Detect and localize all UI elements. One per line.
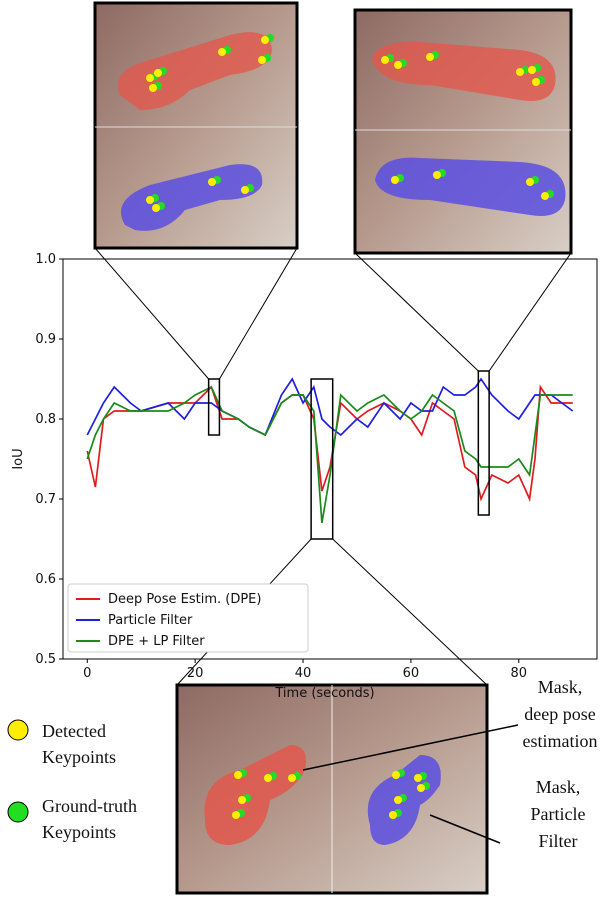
zoom-connector [219,248,297,379]
keypoint-detected [426,53,434,61]
keypoint-detected [414,774,422,782]
x-tick-label: 80 [511,666,528,681]
keypoint-detected [391,176,399,184]
keypoint-detected [154,69,162,77]
keypoint-detected [532,78,540,86]
keypoint-detected [394,61,402,69]
keypoint-detected [392,771,400,779]
keypoint-detected [146,196,154,204]
label-detected: Keypoints [42,747,116,767]
keypoint-detected [258,56,266,64]
keypoint-detected [149,84,157,92]
keypoint-detected [381,56,389,64]
y-tick-label: 0.8 [35,412,56,427]
keypoint-detected [417,784,425,792]
legend-label: Particle Filter [108,613,193,628]
legend-dot-detected [8,720,28,740]
zoom-connector [489,253,571,371]
keypoint-detected [541,192,549,200]
keypoint-detected [152,204,160,212]
zoom-connector [95,248,209,379]
keypoint-detected [288,774,296,782]
label-mask-dpe: Mask, [538,677,583,697]
x-axis-label: Time (seconds) [274,686,374,701]
zoom-connector [355,253,478,371]
x-tick-label: 0 [83,666,91,681]
keypoint-detected [146,74,154,82]
keypoint-detected [238,796,246,804]
label-mask-pf: Filter [539,831,578,851]
keypoint-detected [528,66,536,74]
x-tick-label: 60 [403,666,420,681]
keypoint-detected [208,178,216,186]
series-line [87,387,572,523]
label-mask-dpe: estimation [523,731,598,751]
y-tick-label: 0.5 [35,652,56,667]
keypoint-detected [241,186,249,194]
keypoint-detected [394,796,402,804]
label-detected: Detected [42,721,106,741]
label-mask-dpe: deep pose [524,704,595,724]
keypoint-detected [264,774,272,782]
keypoint-detected [232,811,240,819]
y-axis-label: IoU [11,448,26,469]
zoom-connector [333,539,487,685]
y-tick-label: 0.6 [35,572,56,587]
keypoint-detected [234,771,242,779]
figure: Detected Keypoints Ground-truth Keypoint… [0,0,603,896]
keypoint-detected [516,68,524,76]
x-tick-label: 40 [295,666,312,681]
keypoint-detected [526,178,534,186]
series-line [87,379,572,435]
label-mask-pf: Particle [531,804,586,824]
y-tick-label: 1.0 [35,252,56,267]
y-tick-label: 0.9 [35,332,56,347]
legend-label: Deep Pose Estim. (DPE) [108,592,261,607]
label-ground-truth: Keypoints [42,822,116,842]
legend-label: DPE + LP Filter [108,634,205,649]
legend-dot-ground-truth [8,802,28,822]
inset-top-right [355,10,571,253]
page: {"chart_data": { "type": "line", "x_labe… [0,0,603,900]
keypoint-detected [433,171,441,179]
x-tick-label: 20 [187,666,204,681]
label-mask-pf: Mask, [536,777,581,797]
y-tick-label: 0.7 [35,492,56,507]
inset-bottom [177,685,487,893]
keypoint-detected [261,36,269,44]
label-ground-truth: Ground-truth [42,796,137,816]
keypoint-detected [389,811,397,819]
keypoint-detected [218,48,226,56]
